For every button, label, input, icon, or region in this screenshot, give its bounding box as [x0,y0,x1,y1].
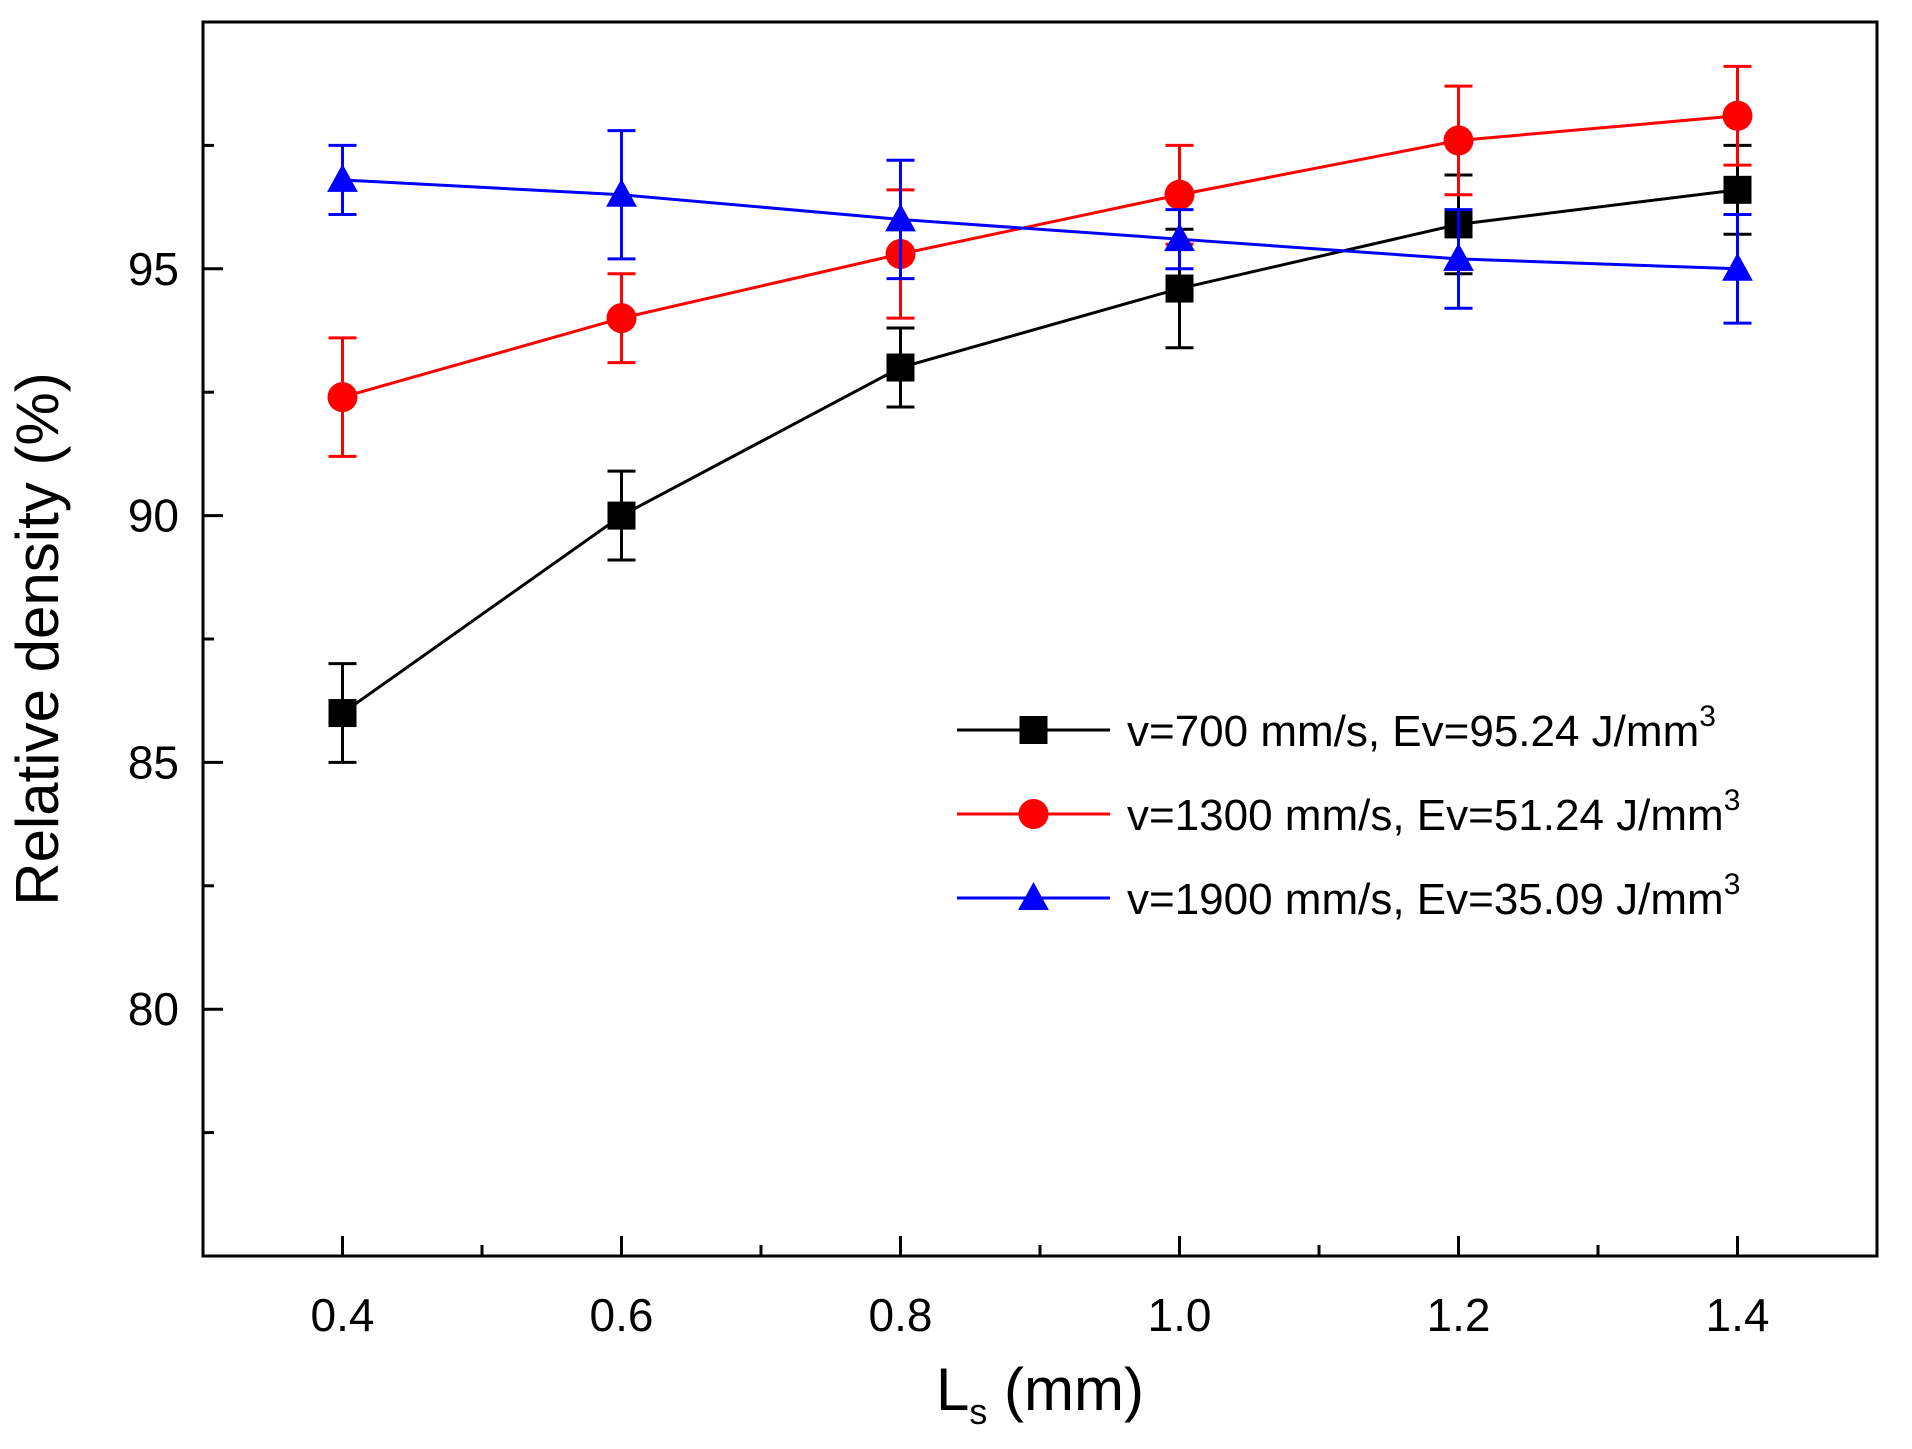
series-line [342,178,1738,271]
data-point [885,203,916,232]
legend-label-text: v=700 mm/s, Ev=95.24 J/mm [1127,707,1699,756]
legend-label-text: v=1900 mm/s, Ev=35.09 J/mm [1127,875,1724,924]
data-point [607,501,636,530]
x-axis-title-main: L [936,1356,969,1423]
legend-label: v=1900 mm/s, Ev=35.09 J/mm3 [1127,868,1740,924]
x-tick-label: 1.0 [1148,1289,1212,1341]
legend-item: v=1900 mm/s, Ev=35.09 J/mm3 [957,868,1740,924]
series-square [328,143,1752,764]
legend-label-superscript: 3 [1724,868,1741,901]
series-layer [327,64,1753,764]
series-line [341,188,1738,715]
data-point [328,699,357,728]
x-tick-label: 1.2 [1427,1289,1491,1341]
x-tick-label: 0.6 [590,1289,654,1341]
x-tick-label: 0.4 [311,1289,375,1341]
data-point [1723,175,1752,204]
legend-label-superscript: 3 [1724,784,1741,817]
data-point [327,382,358,413]
y-tick-label: 95 [128,243,179,295]
legend-marker [1019,716,1048,744]
y-tick-label: 80 [128,983,179,1035]
legend-item: v=700 mm/s, Ev=95.24 J/mm3 [957,700,1716,756]
data-point [886,353,915,382]
y-axis-title: Relative density (%) [4,372,71,906]
x-axis-title-subscript: s [969,1391,987,1432]
legend-label-superscript: 3 [1699,700,1716,733]
data-point [1165,274,1194,303]
axis-ticks: 0.4 0.6 0.8 1.0 1.2 1.4 80 85 90 95 [128,143,1770,1341]
data-point [606,303,637,334]
data-point [1722,100,1753,131]
x-axis-title: Ls (mm) [936,1356,1144,1432]
y-tick-label: 85 [128,736,179,788]
data-point [606,178,637,207]
data-point [1443,125,1474,156]
legend-marker [1018,882,1049,910]
data-point [1722,252,1753,281]
x-tick-label: 0.8 [869,1289,933,1341]
y-tick-label: 90 [128,490,179,542]
plot-frame [201,20,1879,1258]
x-tick-label: 1.4 [1706,1289,1770,1341]
series-line [342,114,1738,399]
legend-item: v=1300 mm/s, Ev=51.24 J/mm3 [957,784,1740,840]
series-triangle [327,129,1753,325]
x-axis-title-unit: (mm) [987,1356,1144,1423]
legend-marker [1018,799,1049,829]
data-point [1164,223,1195,252]
legend-label-text: v=1300 mm/s, Ev=51.24 J/mm [1127,791,1724,840]
legend-label: v=700 mm/s, Ev=95.24 J/mm3 [1127,700,1716,756]
data-point [327,163,358,192]
legend-label: v=1300 mm/s, Ev=51.24 J/mm3 [1127,784,1740,840]
data-point [1164,179,1195,210]
data-point [1443,242,1474,271]
